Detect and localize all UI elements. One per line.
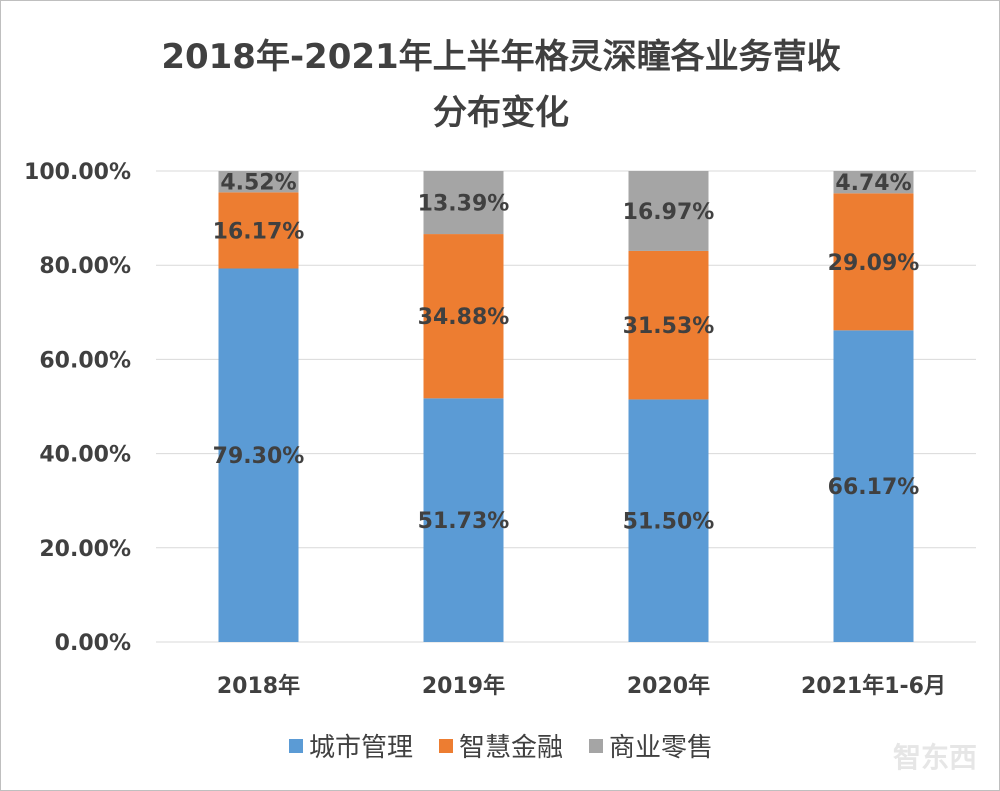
data-label: 34.88%	[418, 305, 510, 330]
watermark-logo: 智东西	[892, 741, 977, 774]
legend-swatch	[589, 738, 603, 753]
x-tick-label: 2021年1-6月	[801, 673, 946, 699]
bar-segment	[833, 171, 914, 194]
data-label: 31.53%	[623, 314, 715, 339]
data-label: 51.50%	[623, 510, 715, 535]
bar-segment	[833, 330, 914, 642]
y-tick-label: 40.00%	[39, 443, 131, 468]
chart-title-line-1: 2018年-2021年上半年格灵深瞳各业务营收	[161, 37, 841, 77]
data-label: 13.39%	[418, 192, 510, 217]
y-tick-label: 80.00%	[39, 254, 131, 279]
y-tick-label: 60.00%	[39, 348, 131, 373]
bar-segment	[628, 250, 709, 400]
y-tick-label: 0.00%	[55, 631, 131, 656]
data-label: 66.17%	[828, 475, 920, 500]
legend-item-finance: 智慧金融	[438, 727, 563, 764]
chart-title-line-2: 分布变化	[433, 93, 569, 133]
stacked-bar-chart: 0.00% 20.00% 40.00% 60.00% 80.00% 100.00% 79.3…	[24, 160, 976, 699]
bar-segment	[423, 234, 504, 399]
legend-label: 智慧金融	[458, 733, 563, 763]
legend: 城市管理 智慧金融 商业零售	[1, 727, 999, 764]
data-label: 51.73%	[418, 509, 510, 534]
legend-item-city: 城市管理	[288, 727, 413, 764]
bar-segment	[218, 268, 299, 642]
legend-label: 城市管理	[308, 733, 413, 763]
x-tick-label: 2018年	[217, 673, 300, 699]
legend-item-retail: 商业零售	[589, 727, 713, 764]
legend-swatch	[288, 738, 303, 753]
legend-label: 商业零售	[609, 733, 714, 763]
bar-segment	[628, 399, 709, 642]
legend-swatch	[438, 738, 453, 753]
data-label: 29.09%	[828, 251, 920, 276]
data-label: 79.30%	[213, 444, 305, 469]
bar-segment	[423, 398, 504, 642]
bar-segment	[833, 193, 914, 331]
x-tick-label: 2019年	[422, 673, 505, 699]
y-tick-label: 100.00%	[24, 160, 131, 185]
data-label: 4.74%	[835, 171, 911, 196]
data-label: 16.97%	[623, 200, 715, 225]
data-label: 4.52%	[220, 171, 296, 196]
y-tick-label: 20.00%	[39, 537, 131, 562]
bar-segment	[628, 171, 709, 251]
bar-segment	[218, 192, 299, 269]
bar-segment	[423, 171, 504, 235]
x-tick-label: 2020年	[627, 673, 710, 699]
bar-segment	[218, 171, 299, 193]
data-label: 16.17%	[213, 219, 305, 244]
